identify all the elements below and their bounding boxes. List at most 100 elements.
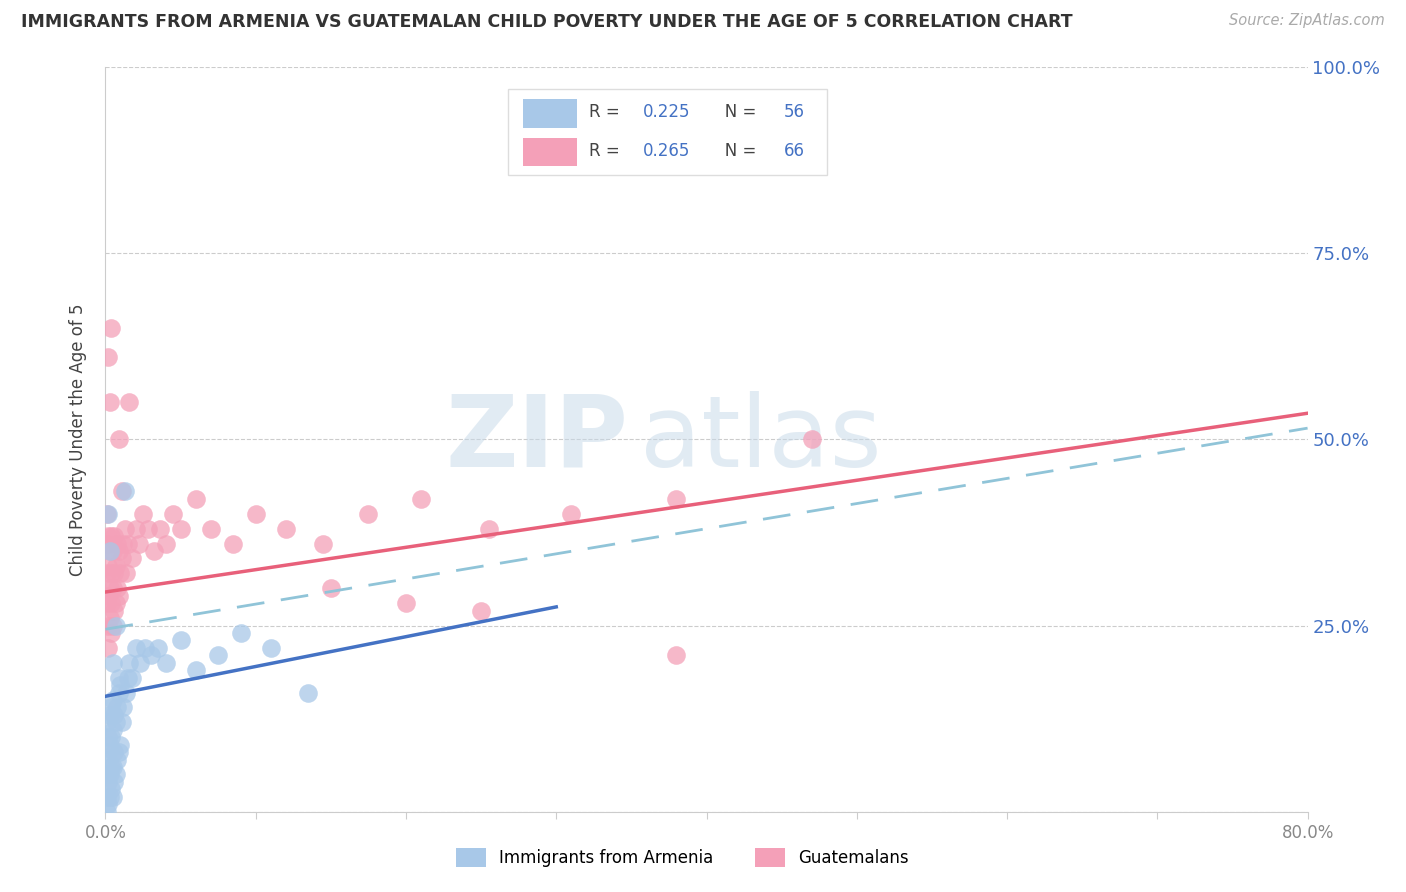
Point bbox=[107, 536, 129, 550]
Text: atlas: atlas bbox=[640, 391, 882, 488]
Point bbox=[104, 767, 127, 781]
Point bbox=[169, 633, 191, 648]
Point bbox=[96, 805, 118, 819]
Point bbox=[100, 626, 122, 640]
Point bbox=[101, 693, 124, 707]
Point bbox=[103, 707, 125, 722]
Point bbox=[110, 678, 132, 692]
Point bbox=[162, 507, 184, 521]
Point bbox=[184, 491, 207, 506]
Point bbox=[395, 596, 418, 610]
Point bbox=[96, 596, 118, 610]
FancyBboxPatch shape bbox=[508, 89, 827, 175]
Point bbox=[142, 544, 165, 558]
Point bbox=[478, 522, 501, 536]
Point bbox=[98, 707, 121, 722]
Point bbox=[111, 551, 134, 566]
Point bbox=[260, 640, 283, 655]
Point bbox=[97, 730, 120, 744]
Point bbox=[118, 395, 141, 409]
Point bbox=[98, 738, 121, 752]
Point bbox=[128, 536, 150, 550]
Text: IMMIGRANTS FROM ARMENIA VS GUATEMALAN CHILD POVERTY UNDER THE AGE OF 5 CORRELATI: IMMIGRANTS FROM ARMENIA VS GUATEMALAN CH… bbox=[21, 13, 1073, 31]
Point bbox=[112, 700, 135, 714]
Point bbox=[108, 544, 131, 558]
Point bbox=[100, 730, 122, 744]
Point bbox=[184, 663, 207, 677]
Point bbox=[98, 395, 121, 409]
Point bbox=[104, 715, 127, 730]
Point bbox=[100, 760, 122, 774]
Point bbox=[108, 685, 131, 699]
Point bbox=[274, 522, 297, 536]
Text: ZIP: ZIP bbox=[446, 391, 628, 488]
Point bbox=[117, 536, 139, 550]
Point bbox=[104, 558, 127, 573]
Point bbox=[245, 507, 267, 521]
Text: R =: R = bbox=[589, 142, 624, 160]
Point bbox=[129, 656, 152, 670]
Point bbox=[103, 745, 125, 759]
Point bbox=[229, 626, 252, 640]
Text: N =: N = bbox=[709, 142, 762, 160]
Point bbox=[107, 700, 129, 714]
Point bbox=[97, 589, 120, 603]
Point bbox=[470, 604, 492, 618]
Point bbox=[98, 582, 121, 596]
Point bbox=[107, 753, 129, 767]
FancyBboxPatch shape bbox=[523, 138, 576, 166]
Point bbox=[101, 789, 124, 804]
Point bbox=[312, 536, 335, 550]
Point bbox=[132, 507, 155, 521]
Point bbox=[319, 582, 342, 596]
Point bbox=[134, 640, 156, 655]
Point bbox=[297, 685, 319, 699]
Point bbox=[409, 491, 432, 506]
Point bbox=[108, 589, 131, 603]
Point bbox=[100, 566, 122, 581]
Point bbox=[136, 522, 159, 536]
Y-axis label: Child Poverty Under the Age of 5: Child Poverty Under the Age of 5 bbox=[69, 303, 87, 575]
Point bbox=[96, 507, 118, 521]
Point bbox=[155, 536, 177, 550]
Point bbox=[96, 566, 118, 581]
Point bbox=[101, 582, 124, 596]
Point bbox=[97, 529, 120, 543]
Point bbox=[665, 648, 688, 663]
Point bbox=[100, 782, 122, 797]
Point bbox=[97, 640, 120, 655]
Legend: Immigrants from Armenia, Guatemalans: Immigrants from Armenia, Guatemalans bbox=[449, 841, 915, 874]
Point bbox=[800, 433, 823, 447]
Point bbox=[101, 656, 124, 670]
Text: 56: 56 bbox=[783, 103, 804, 121]
Point bbox=[207, 648, 229, 663]
Point bbox=[114, 484, 136, 499]
Point bbox=[96, 767, 118, 781]
Point bbox=[110, 566, 132, 581]
Point bbox=[98, 544, 121, 558]
Text: 0.225: 0.225 bbox=[643, 103, 690, 121]
Point bbox=[98, 544, 121, 558]
Point bbox=[101, 760, 124, 774]
Point bbox=[222, 536, 245, 550]
Point bbox=[100, 596, 122, 610]
Point bbox=[111, 715, 134, 730]
Point bbox=[104, 618, 127, 632]
Point bbox=[121, 671, 143, 685]
Point bbox=[121, 551, 143, 566]
Point bbox=[104, 596, 127, 610]
Point bbox=[97, 351, 120, 365]
Text: 66: 66 bbox=[783, 142, 804, 160]
Point bbox=[97, 797, 120, 812]
Point bbox=[200, 522, 222, 536]
Point bbox=[97, 558, 120, 573]
Point bbox=[101, 618, 124, 632]
Point bbox=[139, 648, 162, 663]
Point bbox=[103, 604, 125, 618]
Point bbox=[96, 745, 118, 759]
Point bbox=[101, 544, 124, 558]
Point bbox=[96, 715, 118, 730]
Point bbox=[100, 700, 122, 714]
Point bbox=[97, 753, 120, 767]
Point bbox=[103, 529, 125, 543]
